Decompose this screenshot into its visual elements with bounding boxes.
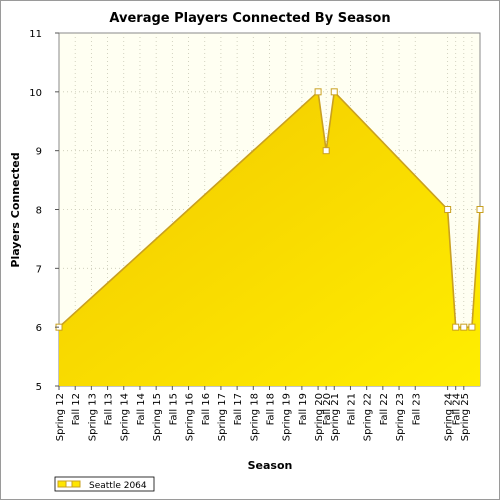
legend: Seattle 2064	[54, 476, 155, 492]
y-tick-label: 10	[29, 88, 42, 99]
data-point-marker	[452, 323, 460, 331]
x-tick-label: Fall 17	[233, 393, 244, 425]
x-tick-label: Spring 23	[395, 393, 406, 441]
x-tick-label: Fall 19	[298, 393, 309, 425]
x-tick-label: Fall 20	[322, 393, 333, 425]
x-tick-label: Spring 12	[55, 393, 66, 441]
x-tick-label: Spring 22	[363, 393, 374, 441]
x-tick-label: Spring 17	[217, 393, 228, 441]
data-point-marker	[468, 323, 476, 331]
legend-label: Seattle 2064	[89, 481, 147, 491]
x-tick-label: Spring 24	[444, 393, 455, 441]
y-tick-label: 7	[36, 264, 42, 275]
x-tick-label: Fall 14	[136, 393, 147, 425]
legend-marker	[65, 480, 73, 488]
x-tick-label: Fall 23	[411, 393, 422, 425]
x-tick-label: Fall 21	[346, 393, 357, 425]
x-tick-label: Fall 16	[201, 393, 212, 425]
x-axis-ticks: Spring 12 Fall 12 Spring 13 Fall 13 Spring 1…	[55, 386, 471, 441]
data-point-marker	[476, 206, 484, 213]
x-tick-label: Spring 19	[282, 393, 293, 441]
x-tick-label: Spring 25	[460, 393, 471, 441]
x-tick-label: Spring 14	[120, 393, 131, 441]
data-point-marker	[314, 88, 322, 96]
x-tick-label: Spring 18	[249, 393, 260, 441]
y-tick-label: 5	[36, 382, 42, 393]
x-tick-label: Fall 13	[104, 393, 115, 425]
x-tick-label: Fall 12	[71, 393, 82, 425]
data-point-marker	[460, 323, 468, 331]
data-point-marker	[322, 147, 330, 155]
x-tick-label: Fall 22	[379, 393, 390, 425]
x-axis-title: Season	[248, 459, 293, 472]
data-point-marker	[444, 206, 452, 213]
area-series-layer	[55, 88, 484, 386]
x-tick-label: Spring 13	[87, 393, 98, 441]
x-tick-label: Fall 18	[266, 393, 277, 425]
y-axis-title: Players Connected	[9, 152, 22, 267]
x-tick-label: Spring 15	[152, 393, 163, 441]
y-axis-ticks: 5 6 7 8 9 10 11	[29, 29, 59, 393]
chart-title: Average Players Connected By Season	[109, 11, 390, 26]
x-tick-label: Fall 15	[168, 393, 179, 425]
area-fill	[59, 91, 480, 386]
x-tick-label: Fall 24	[452, 393, 463, 425]
x-tick-label: Spring 20	[314, 393, 325, 441]
y-tick-label: 8	[36, 206, 42, 217]
y-tick-label: 6	[36, 323, 42, 334]
y-tick-label: 11	[29, 29, 42, 40]
y-tick-label: 9	[36, 147, 42, 158]
x-tick-label: Spring 16	[185, 393, 196, 441]
x-tick-label: Spring 21	[330, 393, 341, 441]
data-point-marker	[330, 88, 338, 96]
